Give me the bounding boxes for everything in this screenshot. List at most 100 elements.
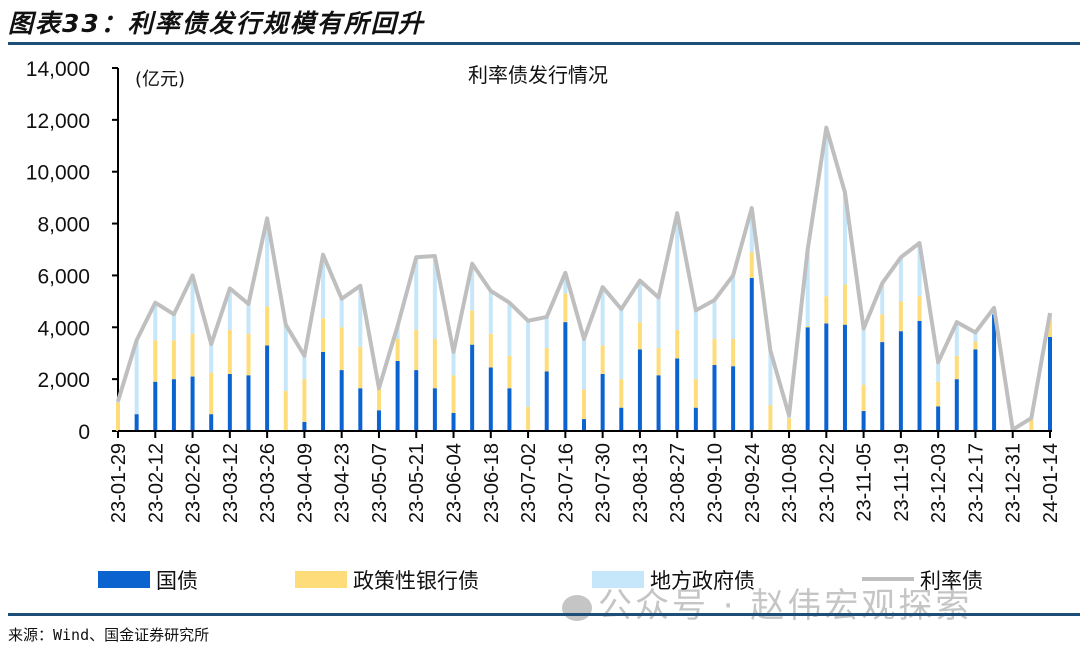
y-axis: 0 2,000 4,000 6,000 8,000 10,000 12,000 14,000 <box>26 58 119 444</box>
bar-national <box>153 381 158 431</box>
bar-local <box>227 288 232 330</box>
bar-national <box>246 375 251 431</box>
bar-policy <box>656 348 661 376</box>
bar-local <box>749 208 754 253</box>
bar-policy <box>190 333 195 377</box>
bar-national <box>544 371 549 431</box>
bar-local <box>265 218 270 307</box>
bar-policy <box>1048 314 1052 337</box>
x-tick-label: 23-05-21 <box>406 443 428 523</box>
bar-local <box>637 280 642 323</box>
bar-policy <box>619 379 624 408</box>
x-tick-label: 23-11-19 <box>891 443 913 522</box>
bar-policy <box>339 327 344 371</box>
bar-policy <box>861 384 866 412</box>
bar-national <box>936 406 941 431</box>
bar-policy <box>898 301 903 332</box>
bar-national <box>376 410 381 431</box>
source-note: 来源：Wind、国金证券研究所 <box>8 626 210 644</box>
bar-local <box>973 332 978 342</box>
bar-policy <box>842 284 847 325</box>
bar-local <box>358 285 363 347</box>
bar-national <box>302 421 307 431</box>
bar-local <box>432 255 437 339</box>
bar-policy <box>973 341 978 350</box>
bar-policy <box>600 345 605 374</box>
bar-national <box>805 327 810 431</box>
bar-policy <box>731 338 736 367</box>
bar-local <box>153 302 158 341</box>
bar-national <box>637 349 642 431</box>
bar-local <box>898 257 903 302</box>
y-axis-unit: (亿元) <box>135 69 185 90</box>
bar-local <box>842 192 847 285</box>
x-tick-label: 23-04-09 <box>294 443 316 523</box>
x-tick-label: 23-09-10 <box>704 443 726 523</box>
bar-policy <box>116 402 120 431</box>
bar-local <box>880 283 885 315</box>
y-tick-label: 4,000 <box>37 317 90 340</box>
y-tick-label: 2,000 <box>37 369 90 392</box>
x-tick-label: 23-07-02 <box>518 443 540 523</box>
bar-national <box>917 320 922 431</box>
bar-policy <box>582 389 586 420</box>
bar-local <box>246 303 251 334</box>
y-tick-label: 12,000 <box>26 110 90 133</box>
bar-local <box>171 314 176 341</box>
bar-policy <box>1029 418 1034 431</box>
bar-policy <box>637 322 642 350</box>
bar-local <box>526 320 531 407</box>
bar-local <box>470 263 475 311</box>
legend-policy-label: 政策性银行债 <box>353 569 479 593</box>
bar-policy <box>936 381 941 407</box>
bar-national <box>209 414 214 431</box>
legend-local-swatch <box>592 571 644 588</box>
bar-national <box>1048 336 1052 431</box>
bar-local <box>824 127 829 297</box>
bar-national <box>451 412 456 431</box>
bar-local <box>656 297 661 349</box>
bar-policy <box>880 314 885 343</box>
bar-local <box>134 340 139 415</box>
x-tick-label: 23-03-26 <box>257 443 279 523</box>
bar-policy <box>675 329 680 359</box>
bar-national <box>563 322 568 431</box>
bar-policy <box>824 296 829 324</box>
bar-national <box>395 360 400 431</box>
bar-policy <box>749 252 754 279</box>
bar-national <box>619 407 624 431</box>
bar-local <box>488 290 493 334</box>
bar-local <box>936 362 941 382</box>
bar-policy <box>563 293 568 323</box>
legend-national-swatch <box>98 571 150 588</box>
y-tick-label: 10,000 <box>26 162 90 185</box>
bar-policy <box>246 333 251 376</box>
bar-local <box>582 338 586 390</box>
bar-local <box>190 275 195 334</box>
watermark-text: 公众号 · 赵伟宏观探索 <box>598 586 973 626</box>
bar-national <box>470 344 475 431</box>
series-line-total <box>116 125 1052 432</box>
bar-national <box>414 370 419 431</box>
bar-policy <box>787 418 792 431</box>
bar-national <box>861 411 866 431</box>
bar-policy <box>432 338 437 389</box>
bar-local <box>283 324 288 391</box>
bar-national <box>712 364 717 431</box>
bar-local <box>675 213 680 330</box>
footer-rule <box>8 613 1080 616</box>
bar-national <box>321 351 326 431</box>
bar-policy <box>153 340 158 382</box>
bar-local <box>917 243 922 297</box>
figure-title: 图表33：利率债发行规模有所回升 <box>8 9 425 38</box>
bar-policy <box>768 405 773 431</box>
bar-policy <box>283 390 288 431</box>
bar-national <box>171 379 176 431</box>
y-tick-label: 8,000 <box>37 214 90 237</box>
x-tick-label: 23-12-03 <box>928 443 950 523</box>
chart-title: 利率债发行情况 <box>468 63 608 87</box>
bar-national <box>898 331 903 431</box>
bar-local <box>563 272 568 294</box>
